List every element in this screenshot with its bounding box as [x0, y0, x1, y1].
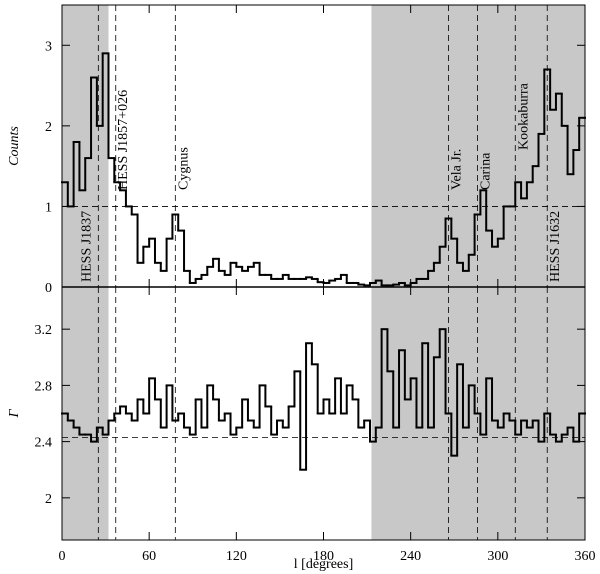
source-label: Carina — [478, 152, 493, 190]
y-tick-label: 2.8 — [35, 379, 53, 394]
x-tick-label: 120 — [226, 549, 247, 564]
y-axis-label: Γ — [7, 408, 22, 418]
shaded-region — [62, 5, 109, 287]
y-tick-label: 3 — [45, 39, 52, 54]
source-label: HESS J1632 — [548, 211, 563, 282]
x-tick-label: 360 — [575, 549, 596, 564]
x-tick-label: 180 — [313, 549, 334, 564]
x-axis-label: l [degrees] — [294, 557, 353, 572]
source-label: HESS J1837 — [79, 211, 94, 282]
x-tick-label: 60 — [142, 549, 156, 564]
source-label: HESS J1857+026 — [116, 90, 131, 190]
y-tick-label: 0 — [45, 281, 52, 296]
y-tick-label: 3.2 — [35, 323, 53, 338]
y-tick-label: 2 — [45, 120, 52, 135]
source-label: Cygnus — [176, 147, 191, 190]
y-tick-label: 1 — [45, 200, 52, 215]
shaded-region — [62, 287, 109, 540]
y-tick-label: 2.4 — [35, 436, 53, 451]
source-label: Kookaburra — [516, 82, 531, 150]
y-axis-label: Counts — [7, 126, 22, 166]
x-tick-label: 0 — [59, 549, 66, 564]
x-tick-label: 240 — [400, 549, 421, 564]
source-label: Vela Jr. — [449, 149, 464, 190]
y-tick-label: 2 — [45, 492, 52, 507]
shaded-region — [371, 5, 585, 287]
x-tick-label: 300 — [487, 549, 508, 564]
